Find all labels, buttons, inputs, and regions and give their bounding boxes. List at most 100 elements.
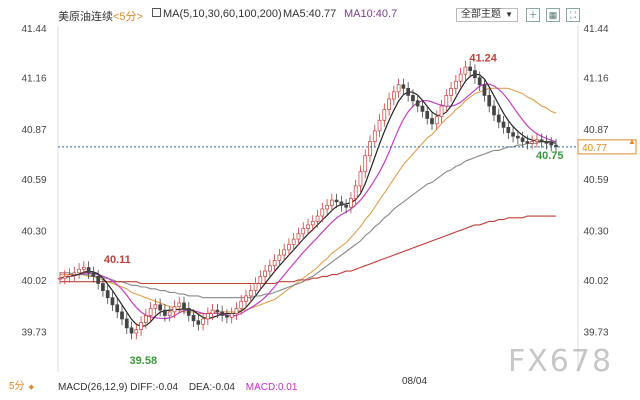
- y-tick-label-left: 40.30: [21, 226, 46, 237]
- candle-body: [420, 105, 425, 112]
- y-tick-label-right: 40.59: [583, 175, 608, 186]
- candle-body: [444, 95, 449, 107]
- candle-body: [258, 276, 263, 284]
- candle-body: [86, 267, 91, 274]
- candle-body: [105, 290, 110, 299]
- y-tick-label-left: 40.59: [21, 175, 46, 186]
- x-axis-date-label: 08/04: [402, 376, 428, 387]
- candle-body: [539, 139, 544, 142]
- candle-body: [320, 208, 325, 217]
- candle-body: [477, 77, 482, 86]
- y-tick-label-right: 40.30: [583, 226, 608, 237]
- candle-body: [391, 91, 396, 100]
- theme-dropdown-label: 全部主题: [461, 9, 501, 20]
- period-indicator[interactable]: <5分>: [113, 11, 143, 23]
- candle-body: [487, 95, 492, 107]
- crosshair-icon[interactable]: ＋: [526, 8, 540, 22]
- candle-body: [291, 238, 296, 245]
- ma-line-ma60: [60, 140, 556, 299]
- candle-body: [368, 141, 372, 157]
- grid-layer: [57, 26, 579, 372]
- candle-body: [501, 121, 506, 128]
- candle-body: [177, 302, 182, 307]
- candle-body: [124, 318, 129, 329]
- candle-body: [58, 277, 62, 280]
- candle-body: [377, 119, 382, 132]
- candle-body: [210, 309, 215, 314]
- candle-body: [234, 307, 239, 314]
- ma10-value: MA10:40.7: [344, 8, 398, 20]
- candle-body: [77, 268, 81, 274]
- candle-layer: [58, 60, 558, 340]
- candle-body: [244, 295, 248, 302]
- theme-dropdown[interactable]: 全部主题 ▼: [456, 8, 518, 22]
- candle-body: [535, 139, 539, 142]
- candle-body: [153, 304, 158, 309]
- candle-body: [492, 105, 496, 116]
- candle-body: [515, 135, 520, 139]
- candle-body: [382, 109, 387, 121]
- last-price-label: 40.75: [536, 150, 564, 162]
- axis-layer: 41.44 41.44 41.16 41.16 40.87 40.87 40.59 40.59…: [21, 24, 608, 338]
- period-select-label: 5分: [9, 381, 25, 392]
- candle-body: [220, 311, 225, 316]
- candle-body: [134, 329, 139, 334]
- candle-body: [496, 114, 501, 123]
- candle-body: [205, 313, 210, 320]
- ma-line-ma10: [59, 83, 557, 320]
- candle-body: [310, 221, 315, 226]
- candle-body: [191, 315, 196, 322]
- y-tick-label-left: 40.87: [21, 125, 46, 136]
- candle-body: [439, 105, 444, 118]
- candle-body: [148, 307, 153, 316]
- candle-body: [463, 66, 468, 75]
- y-tick-label-left: 41.16: [21, 74, 46, 85]
- candle-body: [525, 141, 530, 144]
- candle-body: [215, 309, 220, 313]
- chart-footer: 5分 ◆ MACD(26,12,9) DIFF:-0.04 DEA:-0.04 M…: [0, 376, 640, 400]
- candle-body: [506, 127, 511, 134]
- candle-body: [344, 205, 349, 208]
- candle-body: [172, 306, 177, 313]
- y-tick-label-right: 40.02: [583, 276, 608, 287]
- candle-body: [482, 84, 487, 96]
- ma-settings-icon[interactable]: [152, 8, 161, 17]
- candle-body: [201, 318, 205, 325]
- candle-body: [325, 205, 329, 210]
- y-tick-label-left: 39.73: [21, 327, 46, 338]
- candle-body: [225, 315, 229, 318]
- chevron-down-icon: ▼: [505, 10, 513, 19]
- candle-body: [329, 199, 334, 206]
- candle-body: [430, 118, 434, 125]
- candle-body: [473, 70, 477, 79]
- candle-body: [339, 201, 344, 206]
- grid-icon[interactable]: ▦: [546, 8, 560, 22]
- candle-body: [282, 249, 287, 256]
- candle-body: [163, 309, 167, 316]
- last-price-tag-label: 40.77: [582, 143, 607, 154]
- candle-body: [406, 87, 411, 96]
- candle-body: [301, 228, 306, 235]
- y-tick-label-right: 39.73: [583, 327, 608, 338]
- macd-params: MACD(26,12,9): [58, 382, 128, 393]
- macd-dif: DIFF:-0.04: [130, 382, 179, 393]
- y-tick-label-right: 40.87: [583, 125, 608, 136]
- last-price-arrow-icon: ▲: [628, 137, 636, 146]
- candle-body: [186, 307, 191, 316]
- candle-body: [115, 304, 120, 313]
- watermark-logo: FX678: [508, 344, 614, 379]
- period-select[interactable]: 5分 ◆: [9, 377, 34, 392]
- candle-body: [449, 87, 453, 96]
- fullscreen-icon[interactable]: ⛶: [566, 8, 580, 22]
- candle-body: [453, 80, 458, 89]
- ma-params-label[interactable]: MA(5,10,30,60,100,200): [163, 8, 282, 20]
- candle-body: [434, 116, 439, 125]
- candle-body: [91, 272, 96, 277]
- ma-layer: [59, 73, 557, 328]
- candle-body: [334, 199, 339, 203]
- candle-body: [549, 142, 554, 146]
- candle-body: [468, 66, 473, 71]
- candle-body: [143, 315, 148, 323]
